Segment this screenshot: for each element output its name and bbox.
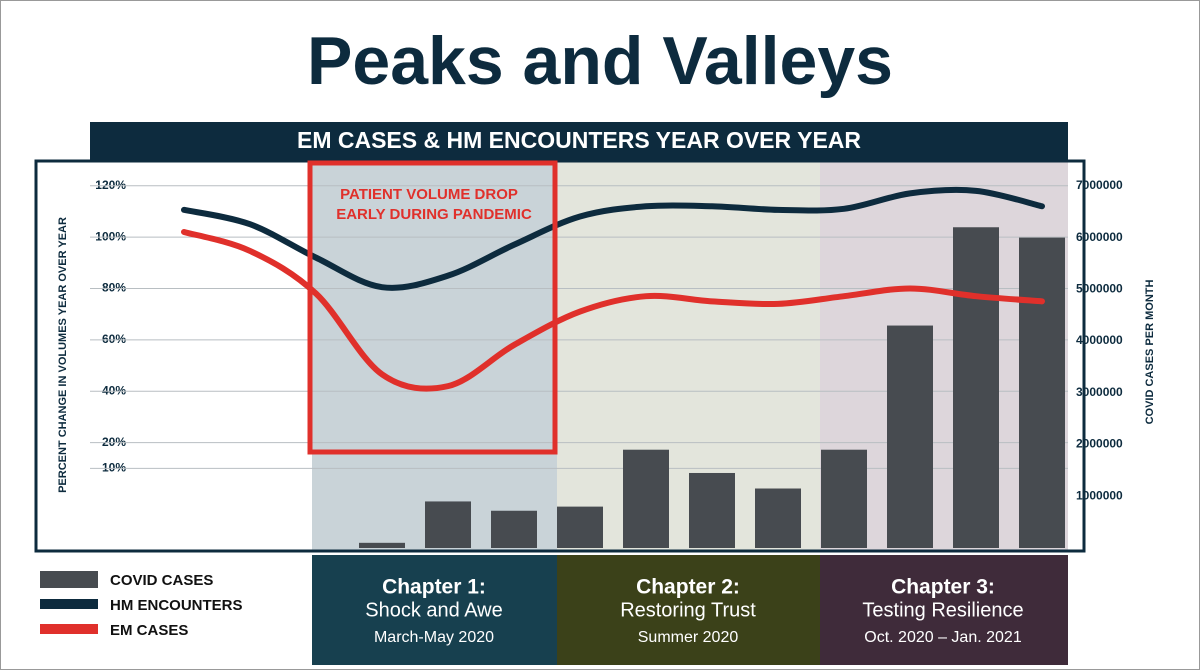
bar: [359, 542, 405, 548]
bar: [821, 449, 867, 548]
bar: [887, 325, 933, 548]
chart-subtitle: EM CASES & HM ENCOUNTERS YEAR OVER YEAR: [297, 127, 861, 153]
header-bar: [90, 122, 1068, 160]
chapter-dates: Summer 2020: [638, 629, 739, 646]
bar: [623, 449, 669, 548]
y2-tick-label: 3000000: [1076, 385, 1123, 399]
bar: [491, 510, 537, 548]
highlight-box: [307, 160, 558, 455]
chapter-dates: Oct. 2020 – Jan. 2021: [864, 629, 1022, 646]
y2-tick-label: 2000000: [1076, 437, 1123, 451]
legend-label: EM CASES: [110, 622, 188, 639]
line: [181, 186, 1045, 291]
y-axis-label: PERCENT CHANGE IN VOLUMES YEAR OVER YEAR: [57, 217, 69, 493]
chapter-title: Chapter 1:: [382, 576, 486, 599]
chapter-box: [312, 555, 557, 665]
y2-tick-label: 5000000: [1076, 282, 1123, 296]
y-tick-label: 20%: [102, 435, 126, 449]
chapter-title: Chapter 2:: [636, 576, 740, 599]
chapter-dates: March-May 2020: [374, 629, 494, 646]
y-tick-label: 10%: [102, 461, 126, 475]
line: [181, 228, 1045, 392]
legend-swatch: [40, 599, 98, 609]
plot-frame: [34, 159, 1086, 553]
legend-label: COVID CASES: [110, 572, 213, 589]
chapter-subtitle: Restoring Trust: [620, 599, 756, 621]
annotation: PATIENT VOLUME DROP: [340, 186, 518, 203]
bar: [557, 506, 603, 548]
chapter-2-region: [557, 160, 820, 550]
chapter-box: [557, 555, 820, 665]
y2-tick-label: 1000000: [1076, 488, 1123, 502]
chapter-box: [820, 555, 1068, 665]
legend-swatch: [40, 571, 98, 588]
y2-axis-label: COVID CASES PER MONTH: [1144, 280, 1156, 425]
y-tick-label: 40%: [102, 383, 126, 397]
bar: [1019, 237, 1065, 548]
bar: [755, 488, 801, 548]
y-tick-label: 80%: [102, 281, 126, 295]
legend-label: HM ENCOUNTERS: [110, 597, 243, 614]
chapter-subtitle: Testing Resilience: [862, 599, 1023, 621]
y2-tick-label: 6000000: [1076, 230, 1123, 244]
legend-swatch: [40, 624, 98, 634]
y2-tick-label: 7000000: [1076, 178, 1123, 192]
y-tick-label: 60%: [102, 332, 126, 346]
chapter-subtitle: Shock and Awe: [365, 599, 503, 621]
annotation: EARLY DURING PANDEMIC: [336, 206, 532, 223]
y-tick-label: 100%: [95, 229, 126, 243]
chart-title: Peaks and Valleys: [307, 23, 893, 99]
bar: [425, 501, 471, 548]
bar: [953, 227, 999, 548]
chapter-1-region: [312, 160, 557, 550]
y-tick-label: 120%: [95, 178, 126, 192]
y2-tick-label: 4000000: [1076, 333, 1123, 347]
chapter-title: Chapter 3:: [891, 576, 995, 599]
bar: [689, 472, 735, 548]
